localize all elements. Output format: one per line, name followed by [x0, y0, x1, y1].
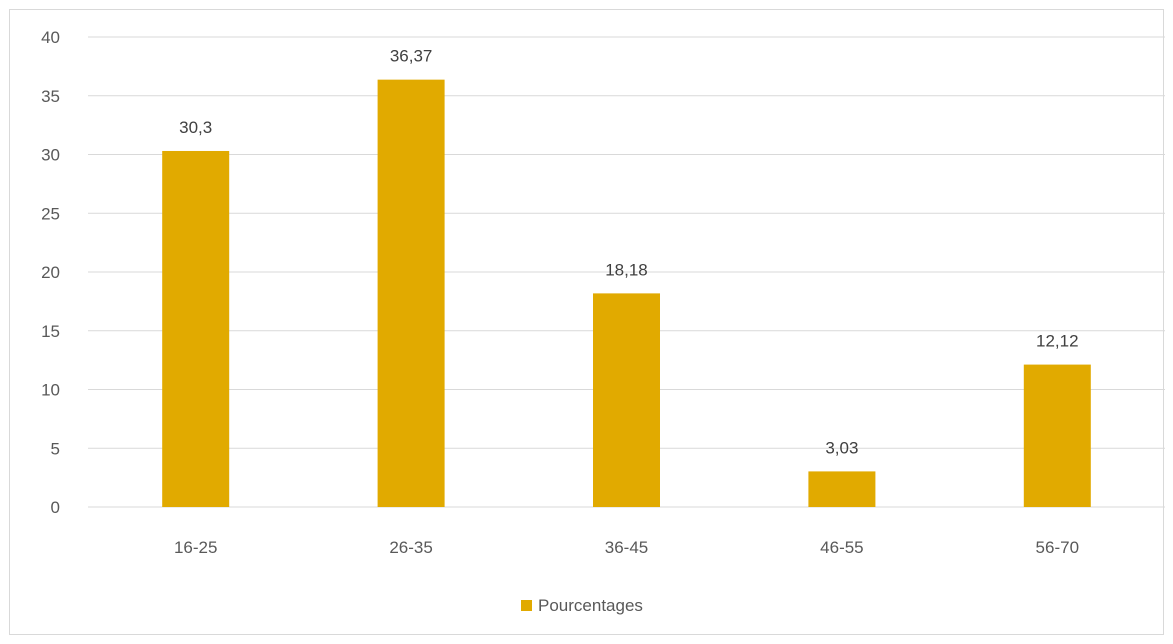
x-axis-tick-labels: 16-25 26-35 36-45 46-55 56-70: [174, 538, 1079, 557]
bar-36-45: [593, 293, 660, 507]
x-tick-label-26-35: 26-35: [389, 538, 432, 557]
y-tick-label: 30: [41, 146, 60, 165]
data-label-46-55: 3,03: [825, 438, 858, 457]
x-tick-label-46-55: 46-55: [820, 538, 863, 557]
y-tick-label: 40: [41, 28, 60, 47]
bar-56-70: [1023, 364, 1091, 507]
legend-swatch: [521, 600, 532, 611]
bars: [162, 79, 1091, 507]
data-label-16-25: 30,3: [179, 118, 212, 137]
data-label-36-45: 18,18: [605, 260, 648, 279]
x-tick-label-36-45: 36-45: [605, 538, 648, 557]
legend: Pourcentages: [521, 596, 643, 615]
y-tick-label: 35: [41, 87, 60, 106]
data-labels: 30,3 36,37 18,18 3,03 12,12: [179, 47, 1078, 458]
gridlines: [88, 36, 1165, 508]
y-axis-tick-labels: 0 5 10 15 20 25 30 35 40: [41, 28, 60, 517]
data-label-56-70: 12,12: [1036, 332, 1079, 351]
x-tick-label-16-25: 16-25: [174, 538, 217, 557]
legend-label-pourcentages: Pourcentages: [538, 596, 643, 615]
bar-16-25: [162, 150, 230, 507]
y-tick-label: 10: [41, 381, 60, 400]
bar-26-35: [377, 79, 445, 507]
x-tick-label-56-70: 56-70: [1036, 538, 1079, 557]
data-label-26-35: 36,37: [390, 47, 433, 66]
bar-46-55: [808, 471, 876, 507]
y-tick-label: 25: [41, 204, 60, 223]
y-tick-label: 5: [51, 439, 60, 458]
y-tick-label: 0: [51, 498, 60, 517]
y-tick-label: 15: [41, 322, 60, 341]
y-tick-label: 20: [41, 263, 60, 282]
